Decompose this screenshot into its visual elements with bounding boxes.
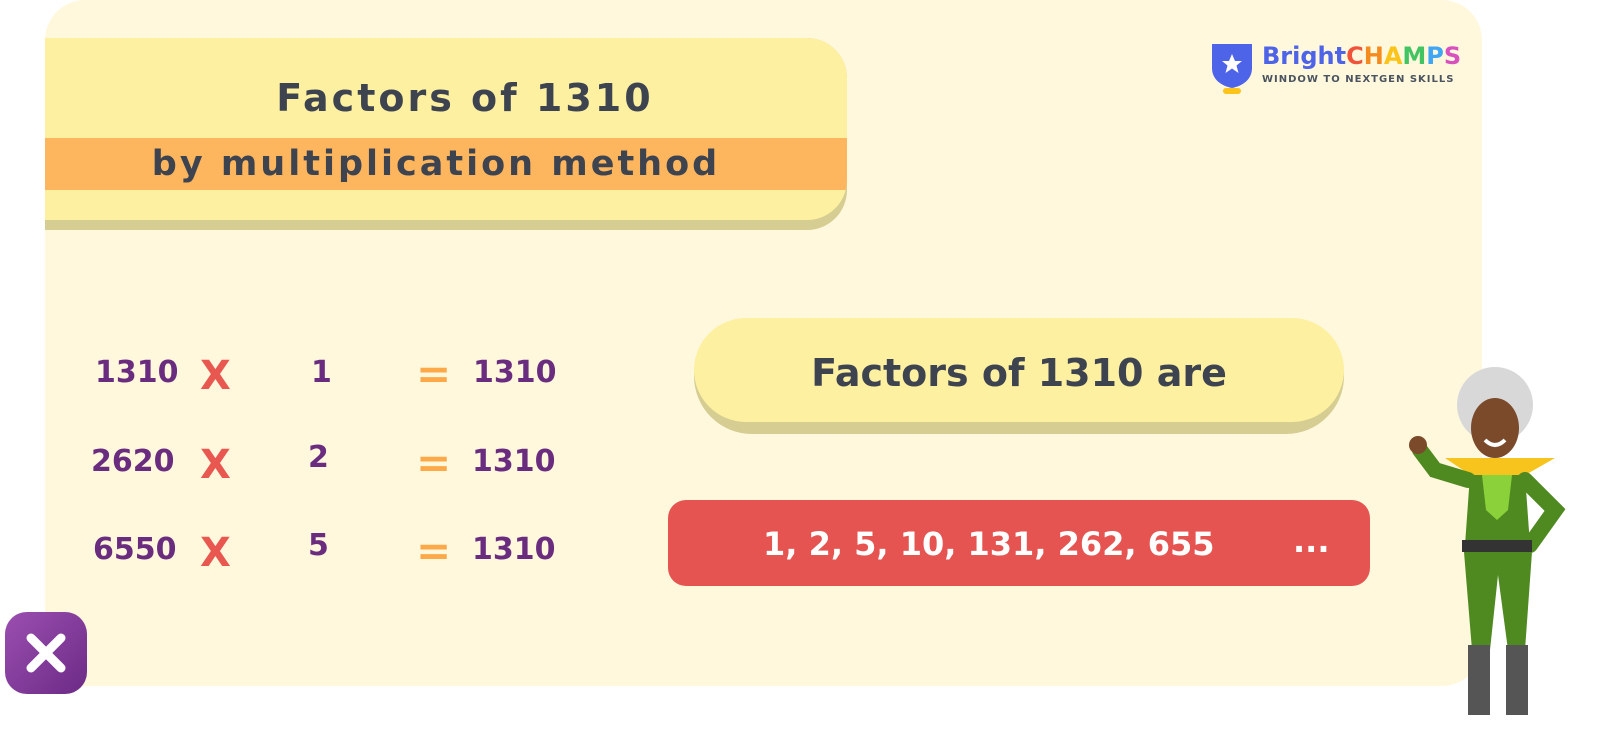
shield-star-icon: [1212, 44, 1252, 94]
times-sign: X: [200, 353, 231, 399]
equation-row: 2620 X 2 = 1310: [0, 438, 600, 494]
multiplier: 5: [308, 528, 329, 563]
equals-sign: =: [416, 438, 452, 487]
logo-wordmark: BrightCHAMPS: [1262, 42, 1462, 70]
equals-sign: =: [416, 526, 452, 575]
subtitle-band: by multiplication method: [45, 138, 847, 190]
factors-label-card: Factors of 1310 are: [694, 318, 1344, 434]
logo-tagline: WINDOW TO NEXTGEN SKILLS: [1262, 74, 1455, 85]
multiplier: 1: [311, 355, 332, 390]
teacher-character-illustration: [1409, 367, 1566, 715]
multiplicand: 1310: [95, 355, 179, 390]
multiplier: 2: [308, 440, 329, 475]
equation-row: 6550 X 5 = 1310: [0, 526, 600, 582]
multiplicand: 2620: [91, 444, 175, 479]
title: Factors of 1310: [276, 76, 654, 120]
factors-list: 1, 2, 5, 10, 131, 262, 655: [763, 525, 1215, 563]
product: 1310: [473, 355, 557, 390]
equals-sign: =: [416, 349, 452, 398]
equation-row: 1310 X 1 = 1310: [0, 349, 600, 405]
subtitle: by multiplication method: [151, 144, 721, 184]
times-sign: X: [200, 530, 231, 576]
brightchamps-logo: BrightCHAMPS WINDOW TO NEXTGEN SKILLS: [1210, 42, 1461, 98]
title-card: Factors of 1310 by multiplication method: [45, 38, 847, 230]
factors-answer-box: 1, 2, 5, 10, 131, 262, 655 ...: [668, 500, 1370, 586]
product: 1310: [472, 444, 556, 479]
times-sign: X: [200, 442, 231, 488]
factors-label: Factors of 1310 are: [694, 318, 1344, 422]
product: 1310: [472, 532, 556, 567]
close-button[interactable]: [5, 612, 87, 694]
multiplicand: 6550: [93, 532, 177, 567]
factors-more: ...: [1293, 522, 1330, 560]
close-x-icon: [26, 633, 66, 673]
